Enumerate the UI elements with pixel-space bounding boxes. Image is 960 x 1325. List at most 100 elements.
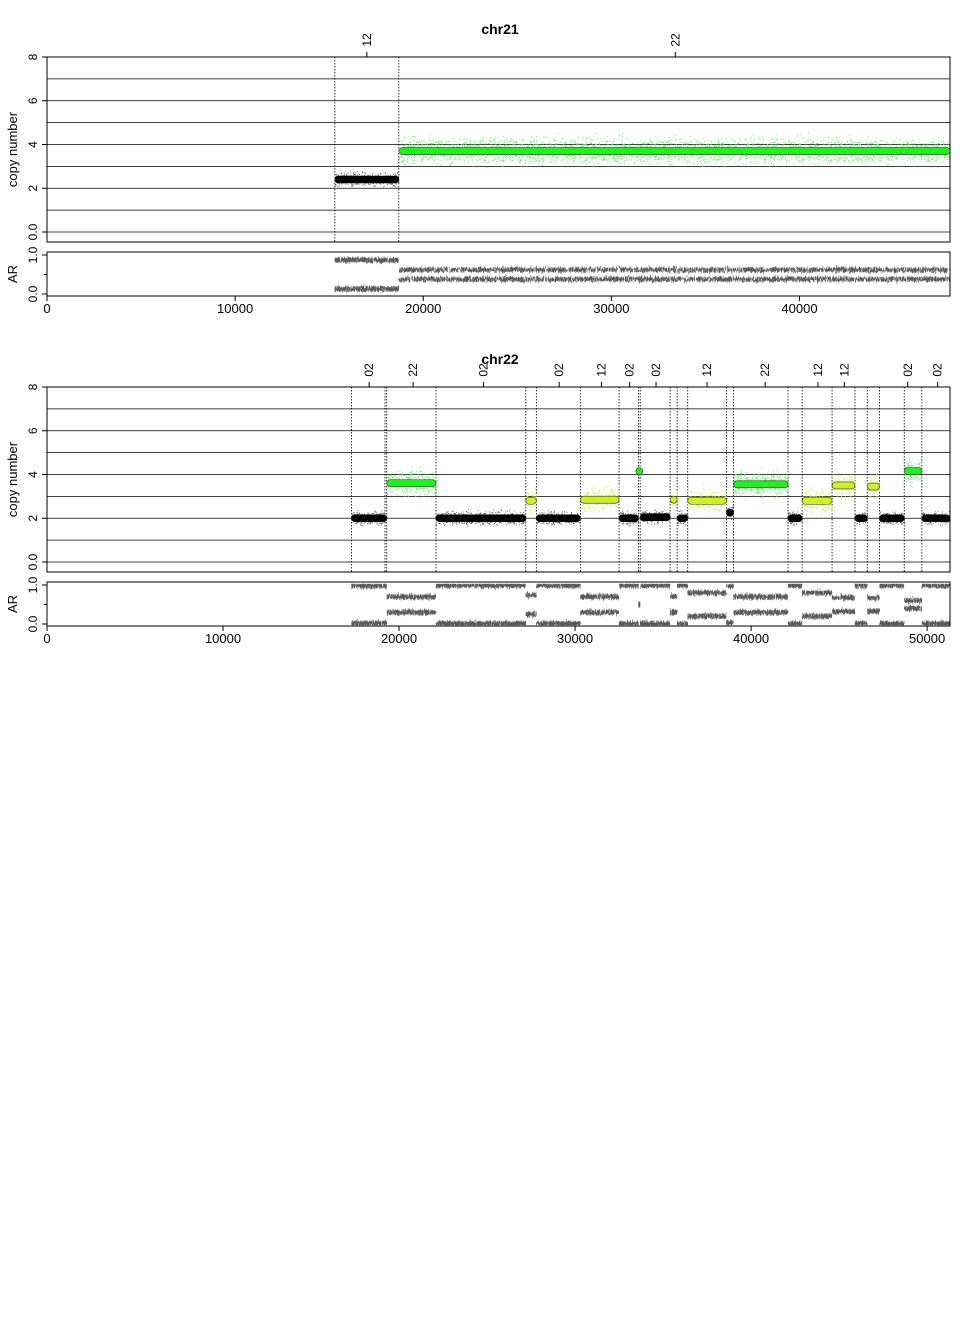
cn-y-tick-label: 6	[26, 427, 40, 434]
cn-segment	[639, 513, 671, 521]
cn-segment	[787, 514, 803, 523]
ar-points	[639, 583, 671, 626]
ar-points	[638, 600, 641, 608]
ar-points	[854, 583, 868, 626]
x-tick-label: 50000	[909, 631, 945, 646]
x-tick-label: 10000	[205, 631, 241, 646]
cn-segment	[726, 508, 734, 517]
ar-points	[904, 595, 923, 613]
ar-points	[787, 583, 803, 626]
cn-segment	[903, 467, 923, 476]
cn-y-axis-label: copy number	[5, 111, 20, 187]
cn-segment	[351, 514, 388, 523]
band-label: 22	[668, 33, 682, 47]
x-tick-label: 30000	[557, 631, 593, 646]
band-label: 02	[362, 363, 376, 377]
ar-points	[351, 583, 387, 626]
cn-segment	[801, 496, 833, 505]
band-label: 02	[623, 363, 637, 377]
x-tick-label: 20000	[405, 301, 441, 316]
ar-scatter	[334, 255, 951, 294]
cn-segment	[334, 175, 400, 184]
cn-y-tick-label: 8	[26, 53, 40, 60]
cn-segment	[733, 480, 789, 489]
cn-y-axis-label: copy number	[5, 441, 20, 517]
cn-segment	[536, 514, 581, 523]
cn-panel-frame	[46, 386, 951, 573]
ar-y-tick-label: 1.0	[26, 576, 40, 593]
ar-y-tick-label: 0.0	[26, 285, 40, 302]
cn-segment	[580, 495, 620, 504]
cn-y-tick-label: 4	[26, 471, 40, 478]
band-label: 12	[700, 363, 714, 377]
chart-title: chr22	[481, 351, 519, 367]
band-label: 22	[406, 363, 420, 377]
cn-y-tick-label: 8	[26, 383, 40, 390]
x-tick-label: 0	[43, 631, 50, 646]
ar-points	[676, 583, 688, 626]
ar-points	[525, 591, 537, 619]
ar-y-tick-label: 0.0	[26, 615, 40, 632]
cn-segment	[386, 479, 437, 488]
x-tick-label: 40000	[733, 631, 769, 646]
x-tick-label: 40000	[781, 301, 817, 316]
cn-y-tick-label: 4	[26, 141, 40, 148]
cn-scatter	[334, 132, 951, 188]
cn-y-tick-label: 6	[26, 97, 40, 104]
band-label: 12	[360, 33, 374, 47]
ar-points	[801, 588, 833, 621]
ar-y-axis-label: AR	[5, 265, 20, 283]
ar-points	[921, 583, 951, 626]
cn-y-tick-label: 0.0	[26, 223, 40, 240]
ar-y-axis-label: AR	[5, 595, 20, 613]
chart-title: chr21	[481, 21, 519, 37]
ar-points	[618, 583, 639, 626]
ar-points	[726, 583, 734, 626]
band-label: 02	[901, 363, 915, 377]
ar-points	[687, 588, 727, 621]
cn-y-tick-label: 2	[26, 515, 40, 522]
cn-segment	[854, 514, 868, 523]
band-label: 02	[649, 363, 663, 377]
x-tick-label: 0	[43, 301, 50, 316]
x-tick-label: 30000	[593, 301, 629, 316]
cn-segment	[618, 514, 639, 523]
cn-segment	[525, 496, 537, 505]
band-label: 12	[594, 363, 608, 377]
band-label: 22	[758, 363, 772, 377]
cn-y-tick-label: 2	[26, 185, 40, 192]
ar-points	[435, 583, 526, 626]
ar-points	[831, 593, 856, 616]
cn-segment	[435, 514, 527, 523]
ar-scatter	[351, 583, 951, 626]
cn-segment	[879, 514, 905, 523]
ar-points	[334, 255, 400, 294]
ar-points	[733, 592, 789, 617]
cn-segment	[669, 495, 678, 504]
ar-points	[536, 583, 581, 626]
ar-points	[386, 592, 437, 617]
cn-segment	[831, 481, 856, 490]
ar-points	[580, 592, 620, 617]
ar-panel-frame	[46, 251, 951, 297]
band-label: 12	[811, 363, 825, 377]
ar-points	[669, 592, 678, 616]
cn-segment	[687, 496, 727, 505]
x-tick-label: 20000	[381, 631, 417, 646]
chr22-chart: chr22 0.0 2 4 6 8 copy number 02 22 02 02 12 02 02 12 2…	[5, 351, 951, 646]
band-label: 02	[477, 363, 491, 377]
x-tick-label: 10000	[217, 301, 253, 316]
chr21-chart: chr21 0.0 2 4 6 8 copy number 12 22 0.0 1.0 AR 0 1000…	[5, 21, 951, 316]
band-label: 02	[552, 363, 566, 377]
ar-points	[867, 594, 880, 615]
ar-points	[879, 583, 905, 626]
cn-y-tick-label: 0.0	[26, 553, 40, 570]
cn-segment	[866, 482, 880, 491]
cn-segment	[676, 514, 689, 523]
cn-segment	[635, 467, 644, 476]
cn-segment	[398, 147, 951, 155]
ar-points	[398, 265, 951, 284]
band-label: 02	[931, 363, 945, 377]
